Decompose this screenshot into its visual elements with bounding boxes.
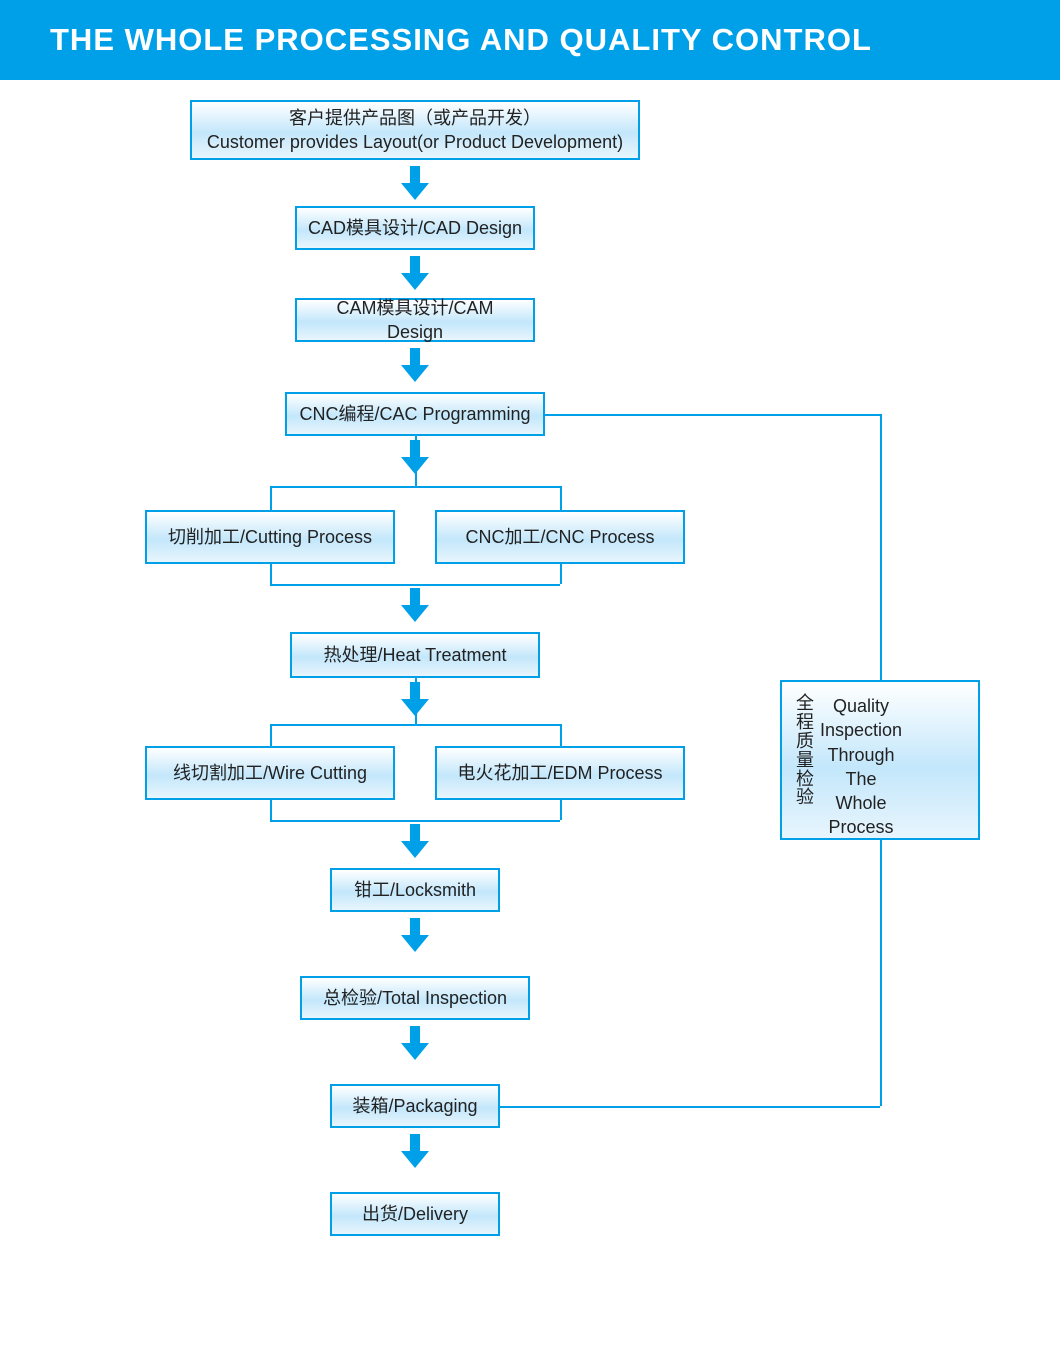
flow-arrow-down-icon [401, 166, 429, 200]
node-heat-treatment: 热处理/Heat Treatment [290, 632, 540, 678]
connector-line [500, 1106, 880, 1108]
side-cn-char: 量 [796, 751, 814, 770]
flow-arrow-down-icon [401, 1134, 429, 1168]
node-cnc-programming: CNC编程/CAC Programming [285, 392, 545, 436]
side-en-word: Whole [820, 791, 902, 815]
connector-line [270, 724, 560, 726]
side-cn-char: 全 [796, 694, 814, 713]
connector-line [270, 584, 560, 586]
node-cad-design-label: CAD模具设计/CAD Design [308, 216, 522, 240]
node-cnc-process: CNC加工/CNC Process [435, 510, 685, 564]
header-title: THE WHOLE PROCESSING AND QUALITY CONTROL [50, 22, 872, 58]
flow-arrow-down-icon [401, 918, 429, 952]
side-cn-char: 检 [796, 770, 814, 789]
connector-line [560, 724, 562, 746]
node-wire-cutting: 线切割加工/Wire Cutting [145, 746, 395, 800]
node-delivery-label: 出货/Delivery [362, 1202, 468, 1226]
flow-arrow-down-icon [401, 348, 429, 382]
side-en-word: Process [820, 815, 902, 839]
flowchart-canvas: 客户提供产品图（或产品开发）Customer provides Layout(o… [0, 80, 1060, 1355]
node-edm-process: 电火花加工/EDM Process [435, 746, 685, 800]
connector-line [270, 564, 272, 584]
flow-arrow-down-icon [401, 1026, 429, 1060]
node-cnc-process-label: CNC加工/CNC Process [465, 525, 654, 549]
connector-line [270, 820, 560, 822]
node-locksmith-label: 钳工/Locksmith [354, 878, 476, 902]
node-cam-design: CAM模具设计/CAM Design [295, 298, 535, 342]
node-packaging: 装箱/Packaging [330, 1084, 500, 1128]
connector-line [560, 486, 562, 510]
node-edm-process-label: 电火花加工/EDM Process [457, 761, 662, 785]
header-bar: THE WHOLE PROCESSING AND QUALITY CONTROL [0, 0, 1060, 80]
node-customer-layout: 客户提供产品图（或产品开发）Customer provides Layout(o… [190, 100, 640, 160]
side-en-word: The [820, 767, 902, 791]
flow-arrow-down-icon [401, 824, 429, 858]
node-cutting-process-label: 切削加工/Cutting Process [168, 525, 372, 549]
connector-line [270, 486, 272, 510]
connector-line [270, 486, 560, 488]
node-customer-layout-label2: Customer provides Layout(or Product Deve… [207, 130, 623, 154]
node-customer-layout-label: 客户提供产品图（或产品开发） [289, 106, 541, 130]
node-total-inspection: 总检验/Total Inspection [300, 976, 530, 1020]
node-delivery: 出货/Delivery [330, 1192, 500, 1236]
flow-arrow-down-icon [401, 440, 429, 474]
node-cutting-process: 切削加工/Cutting Process [145, 510, 395, 564]
flow-arrow-down-icon [401, 588, 429, 622]
connector-line [270, 724, 272, 746]
connector-line [560, 564, 562, 584]
connector-line [545, 414, 880, 416]
connector-line [560, 800, 562, 820]
flow-arrow-down-icon [401, 256, 429, 290]
node-quality-inspection: 全程质量检验 QualityInspectionThroughTheWholePr… [780, 680, 980, 840]
node-cnc-programming-label: CNC编程/CAC Programming [299, 402, 530, 426]
node-total-inspection-label: 总检验/Total Inspection [323, 986, 507, 1010]
connector-line [270, 800, 272, 820]
node-locksmith: 钳工/Locksmith [330, 868, 500, 912]
side-en-word: Through [820, 743, 902, 767]
node-cad-design: CAD模具设计/CAD Design [295, 206, 535, 250]
side-en-word: Quality [820, 694, 902, 718]
node-packaging-label: 装箱/Packaging [352, 1094, 477, 1118]
node-wire-cutting-label: 线切割加工/Wire Cutting [173, 761, 367, 785]
side-cn-char: 质 [796, 732, 814, 751]
flow-arrow-down-icon [401, 682, 429, 716]
side-cn-char: 验 [796, 788, 814, 807]
connector-line [880, 414, 882, 680]
connector-line [880, 840, 882, 1106]
node-cam-design-label: CAM模具设计/CAM Design [307, 296, 523, 345]
side-en-word: Inspection [820, 718, 902, 742]
side-cn-char: 程 [796, 713, 814, 732]
node-heat-treatment-label: 热处理/Heat Treatment [323, 643, 506, 667]
